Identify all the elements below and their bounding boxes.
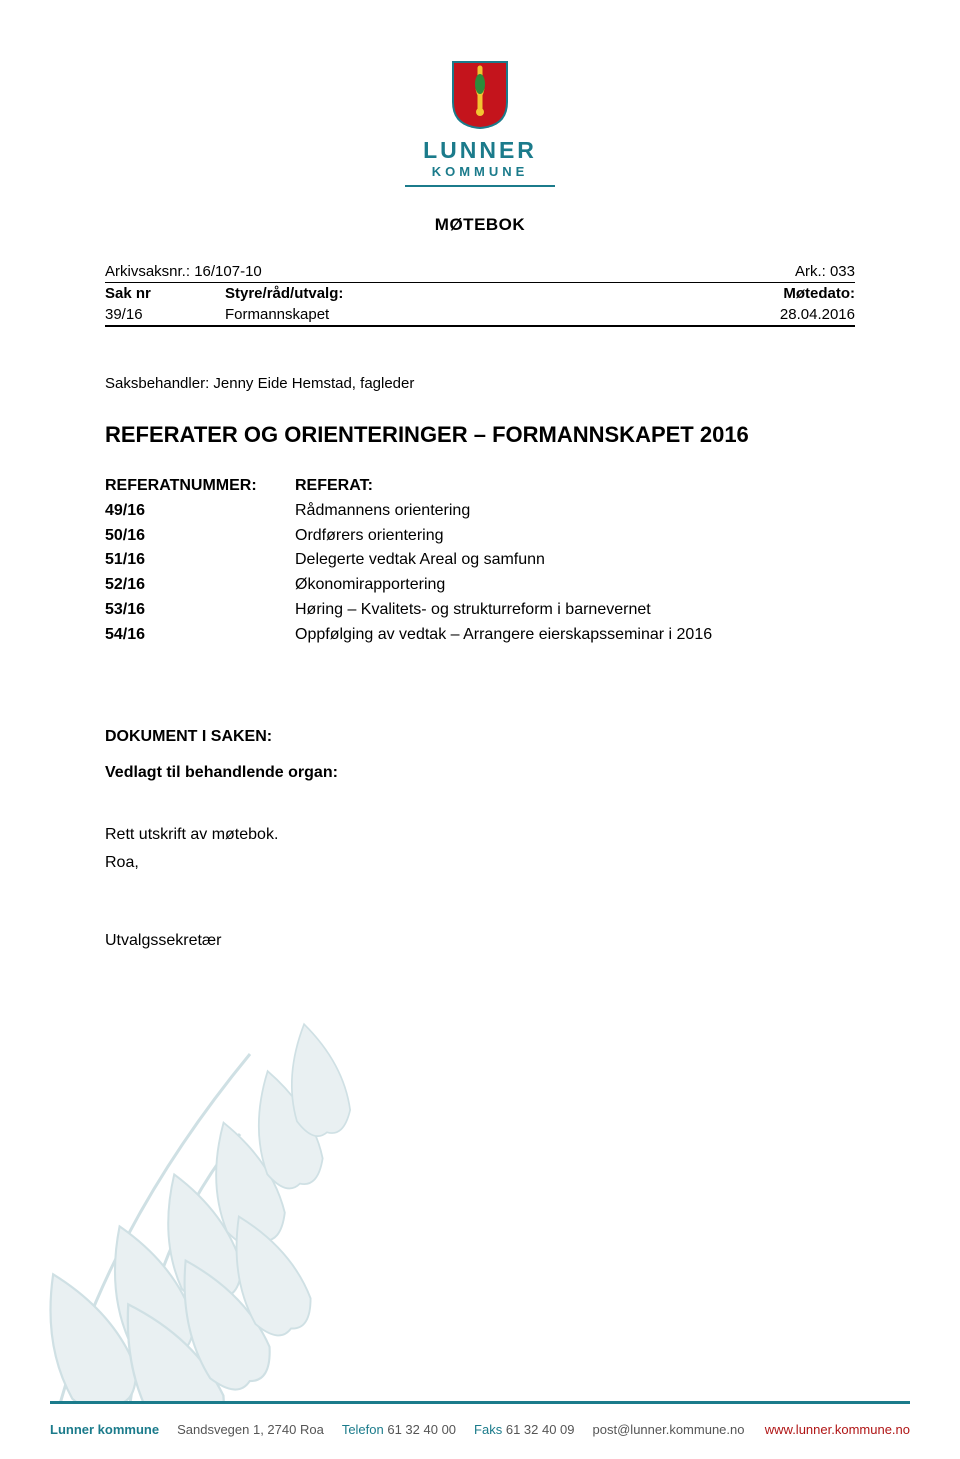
shield-icon	[449, 60, 511, 130]
dokument-i-saken: DOKUMENT I SAKEN:	[105, 728, 855, 746]
footer-url: www.lunner.kommune.no	[765, 1422, 910, 1437]
footer-rule	[50, 1401, 910, 1404]
logo-subtitle: KOMMUNE	[105, 164, 855, 179]
footer-tel: 61 32 40 00	[387, 1422, 456, 1437]
rett-utskrift: Rett utskrift av møtebok.	[105, 826, 855, 844]
case-table: Sak nr Styre/råd/utvalg: Møtedato: 39/16…	[105, 282, 855, 326]
main-heading: REFERATER OG ORIENTERINGER – FORMANNSKAP…	[105, 422, 855, 448]
ref-row-key: 51/16	[105, 548, 295, 573]
footer: Lunner kommune Sandsvegen 1, 2740 Roa Te…	[50, 1422, 910, 1437]
cell-sak-nr: 39/16	[105, 306, 225, 323]
archive-meta: Arkivsaksnr.: 16/107-10 Ark.: 033	[105, 263, 855, 280]
logo-underline	[405, 185, 555, 187]
footer-email: post@lunner.kommune.no	[593, 1422, 745, 1437]
footer-fax-label: Faks	[474, 1422, 502, 1437]
col-utvalg: Styre/råd/utvalg:	[225, 285, 735, 302]
utvalgssekretaer: Utvalgssekretær	[105, 932, 855, 950]
ref-header-val: REFERAT:	[295, 474, 855, 499]
col-dato: Møtedato:	[735, 285, 855, 302]
cell-dato: 28.04.2016	[735, 306, 855, 323]
ref-row-val: Rådmannens orientering	[295, 499, 855, 524]
ref-row-key: 54/16	[105, 623, 295, 648]
ref-row-key: 52/16	[105, 573, 295, 598]
case-handler: Saksbehandler: Jenny Eide Hemstad, fagle…	[105, 375, 855, 392]
arkiv-label: Arkivsaksnr.:	[105, 263, 190, 280]
ref-row-key: 50/16	[105, 524, 295, 549]
footer-address: Sandsvegen 1, 2740 Roa	[177, 1422, 324, 1437]
ref-row-val: Høring – Kvalitets- og strukturreform i …	[295, 598, 855, 623]
municipality-logo: LUNNER KOMMUNE	[105, 60, 855, 187]
ref-row-key: 53/16	[105, 598, 295, 623]
footer-tel-label: Telefon	[342, 1422, 384, 1437]
watermark-flowers-icon	[0, 984, 960, 1404]
logo-name: LUNNER	[105, 137, 855, 164]
footer-org: Lunner kommune	[50, 1422, 159, 1437]
table-bottom-rule	[105, 326, 855, 327]
ref-row-key: 49/16	[105, 499, 295, 524]
cell-utvalg: Formannskapet	[225, 306, 735, 323]
col-sak-nr: Sak nr	[105, 285, 225, 302]
ref-row-val: Ordførers orientering	[295, 524, 855, 549]
vedlagt-label: Vedlagt til behandlende organ:	[105, 764, 855, 782]
ark-value: 033	[830, 263, 855, 280]
referat-table: REFERATNUMMER: REFERAT: 49/16Rådmannens …	[105, 474, 855, 648]
ark-label: Ark.:	[795, 263, 826, 280]
footer-fax: 61 32 40 09	[506, 1422, 575, 1437]
ref-row-val: Økonomirapportering	[295, 573, 855, 598]
roa-line: Roa,	[105, 854, 855, 872]
document-title: MØTEBOK	[105, 215, 855, 235]
arkiv-value: 16/107-10	[194, 263, 262, 280]
ref-header-key: REFERATNUMMER:	[105, 474, 295, 499]
ref-row-val: Delegerte vedtak Areal og samfunn	[295, 548, 855, 573]
ref-row-val: Oppfølging av vedtak – Arrangere eierska…	[295, 623, 855, 648]
